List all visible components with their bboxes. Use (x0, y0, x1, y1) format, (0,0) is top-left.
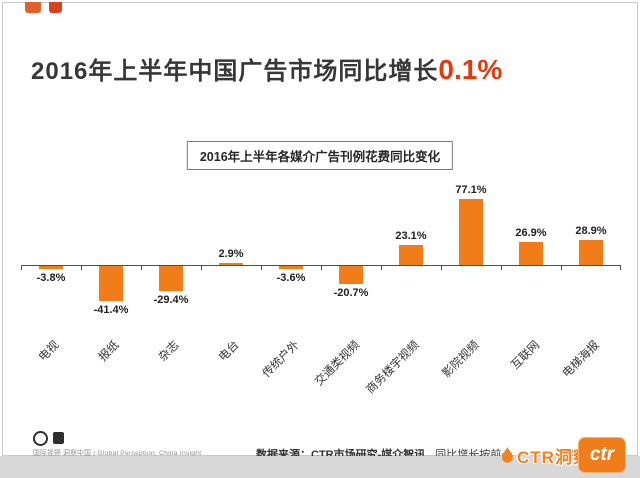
chart-bar (339, 266, 363, 284)
bar-value-label: -20.7% (333, 286, 369, 299)
x-axis-line (21, 265, 621, 266)
ctr-watermark: CTR洞察 (500, 443, 591, 468)
chart-bar (279, 266, 303, 270)
ctr-logo-badge: ctr (578, 437, 626, 473)
ctr-footer-logo-icon (33, 430, 48, 446)
category-label: 影院视频 (440, 339, 482, 381)
bar-value-label: 23.1% (395, 230, 427, 243)
category-label: 报纸 (96, 339, 122, 364)
chart-bar (399, 245, 423, 265)
chart-bar (459, 199, 483, 265)
axis-tick (21, 266, 22, 270)
axis-tick (141, 266, 142, 270)
bar-value-label: 28.9% (575, 225, 607, 238)
chart-bar (219, 262, 243, 265)
axis-tick (321, 266, 322, 270)
category-label: 商务楼宇视频 (364, 339, 422, 397)
axis-tick (561, 266, 562, 270)
chart-bar (39, 266, 63, 270)
page-title-highlight: 0.1% (438, 54, 503, 85)
axis-tick (441, 266, 442, 270)
bar-value-label: -3.6% (276, 272, 306, 285)
axis-tick (620, 266, 621, 270)
footer-tagline: 国际视野 洞察中国 | Global Perception, China Ins… (33, 449, 202, 458)
bar-value-label: 77.1% (455, 184, 487, 197)
flame-icon (502, 446, 513, 463)
chart-panel: 2016年上半年中国广告市场同比增长 0.1% 2016年上半年各媒介广告刊例花费… (2, 2, 638, 467)
page-title: 2016年上半年中国广告市场同比增长 0.1% (31, 51, 502, 86)
chart-title: 2016年上半年各媒介广告刊例花费同比变化 (186, 141, 454, 170)
bar-value-label: -3.8% (36, 272, 66, 285)
chart-bar (99, 266, 123, 302)
bottom-gray-band (0, 456, 640, 478)
top-left-decoration-icon-2 (49, 2, 62, 13)
category-label: 传统户外 (260, 339, 302, 381)
axis-tick (261, 266, 262, 270)
axis-tick (81, 266, 82, 270)
page-title-text: 2016年上半年中国广告市场同比增长 (31, 58, 439, 85)
watermark-text: CTR洞察 (517, 448, 591, 467)
bar-value-label: 26.9% (515, 227, 547, 240)
footer-logos (33, 430, 64, 446)
top-left-decoration-icon (25, 2, 41, 13)
category-label: 电视 (36, 339, 62, 364)
axis-tick (201, 266, 202, 270)
chart-bar (519, 242, 543, 265)
category-label: 电台 (216, 339, 242, 364)
category-label: 交通类视频 (312, 339, 362, 389)
chart-bar (579, 240, 603, 265)
chart-bar (159, 266, 183, 291)
axis-tick (501, 266, 502, 270)
insight-footer-logo-icon (53, 432, 64, 444)
bar-value-label: 2.9% (218, 247, 244, 260)
category-label: 杂志 (156, 339, 182, 364)
bar-value-label: -41.4% (93, 304, 129, 317)
axis-tick (381, 266, 382, 270)
category-label: 电梯海报 (560, 339, 602, 381)
category-label: 互联网 (508, 339, 542, 373)
bar-value-label: -29.4% (153, 293, 189, 306)
bar-chart: -3.8% 电视 -41.4% 报纸 -29.4% 杂志 2.9% 电台 -3.6% 传统户外 -2… (21, 183, 621, 423)
